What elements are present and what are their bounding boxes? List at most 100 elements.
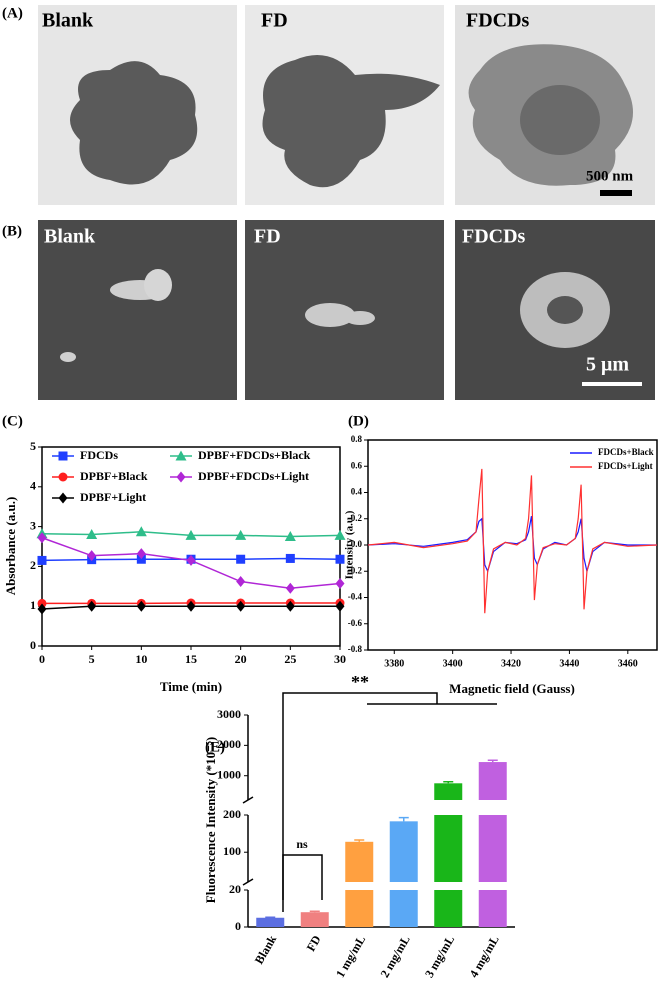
y-tick-label: 3000 [217, 707, 241, 721]
marker [37, 555, 47, 565]
y-tick-label: 0.0 [351, 539, 363, 549]
y-tick-label: 0.6 [351, 460, 363, 470]
bar-segment [434, 890, 463, 927]
y-tick-label: -0.6 [348, 618, 363, 628]
y-tick-label: 1 [30, 598, 36, 612]
x-axis-title: Time (min) [160, 679, 222, 694]
marker [186, 600, 196, 612]
marker [186, 554, 196, 566]
x-tick-label: 3460 [618, 658, 638, 669]
image-label: FDCDs [466, 10, 530, 32]
error-bar [265, 916, 276, 918]
series-line [367, 468, 658, 614]
x-tick-label: 0 [39, 652, 45, 666]
marker [236, 600, 246, 612]
tem-images [38, 5, 655, 205]
bar-segment [478, 890, 507, 927]
marker [86, 529, 98, 540]
x-tick-label: 25 [284, 652, 296, 666]
cell-cluster [547, 296, 583, 324]
x-tick-label: 15 [185, 652, 197, 666]
marker [58, 492, 68, 504]
marker [334, 529, 346, 540]
x-tick-label: 2 mg/mL [377, 933, 412, 980]
marker [136, 548, 146, 560]
panel-label: (D) [348, 413, 369, 429]
y-tick-label: 2000 [217, 737, 241, 751]
axis-break [242, 878, 254, 886]
sem-images [38, 220, 655, 400]
y-axis-title: Fluorescence Intensity (*10⁻⁵) [203, 737, 218, 904]
cell-cluster [262, 55, 440, 188]
annotation: ** [351, 672, 369, 692]
bar-segment [345, 890, 374, 927]
image-bg [38, 220, 237, 400]
scale-label: 500 nm [586, 168, 634, 184]
marker [285, 582, 295, 594]
legend-label: DPBF+FDCDs+Light [198, 469, 309, 483]
legend-label: DPBF+Light [80, 490, 146, 504]
legend-label: FDCDs+Light [598, 461, 653, 471]
bracket [282, 854, 323, 900]
image-label: Blank [44, 226, 96, 248]
scale-label: 5 μm [586, 354, 629, 376]
y-tick-label: 0.4 [351, 487, 363, 497]
marker [37, 532, 47, 544]
y-tick-label: 100 [223, 844, 241, 858]
y-tick-label: 4 [30, 479, 36, 493]
y-tick-label: 20 [229, 882, 241, 896]
legend-label: DPBF+FDCDs+Black [198, 448, 311, 462]
marker [175, 450, 187, 461]
image-label: FD [261, 10, 288, 32]
y-tick-label: 2 [30, 558, 36, 572]
marker [37, 598, 47, 608]
bar-segment [300, 912, 329, 927]
y-axis-title: Absorbance (a.u.) [3, 497, 18, 596]
y-tick-label: -0.2 [348, 565, 363, 575]
panel-label: (A) [2, 5, 23, 21]
image-label: FD [254, 226, 281, 248]
y-tick-label: 5 [30, 439, 36, 453]
x-tick-label: FD [304, 933, 324, 954]
marker [136, 600, 146, 612]
y-tick-label: 0 [235, 919, 241, 933]
marker [58, 472, 68, 482]
cell-cluster [520, 85, 600, 155]
marker [236, 576, 246, 588]
legend-label: DPBF+Black [80, 469, 148, 483]
cell-cluster [70, 61, 198, 185]
bar-segment [478, 815, 507, 882]
bar-segment [256, 917, 285, 927]
marker [136, 554, 146, 564]
image-label: FDCDs [462, 226, 526, 248]
bar [389, 821, 418, 927]
panel-label: (E) [205, 739, 225, 755]
annotation: ns [296, 837, 308, 851]
marker [87, 600, 97, 612]
marker [285, 553, 295, 563]
axis-break [242, 796, 254, 804]
marker [236, 554, 246, 564]
marker [335, 600, 345, 612]
x-tick-label: 3440 [559, 658, 579, 669]
marker [185, 529, 197, 540]
scale-bar [582, 382, 642, 386]
error-bar [354, 839, 365, 842]
x-tick-label: 10 [135, 652, 147, 666]
bar [256, 917, 285, 927]
x-tick-label: 5 [89, 652, 95, 666]
y-tick-label: 200 [223, 807, 241, 821]
marker [58, 451, 68, 461]
y-tick-label: 0.8 [351, 434, 363, 444]
bar [434, 783, 463, 927]
x-tick-label: 3380 [384, 658, 404, 669]
x-tick-label: 30 [334, 652, 346, 666]
image-label: Blank [42, 10, 94, 32]
x-tick-label: Blank [252, 933, 280, 967]
significance-brackets [282, 692, 497, 912]
y-tick-label: 3 [30, 518, 36, 532]
x-tick-label: 20 [235, 652, 247, 666]
x-tick-label: 4 mg/mL [466, 933, 501, 980]
bar-segment [478, 762, 507, 800]
scale-bar [600, 190, 632, 196]
